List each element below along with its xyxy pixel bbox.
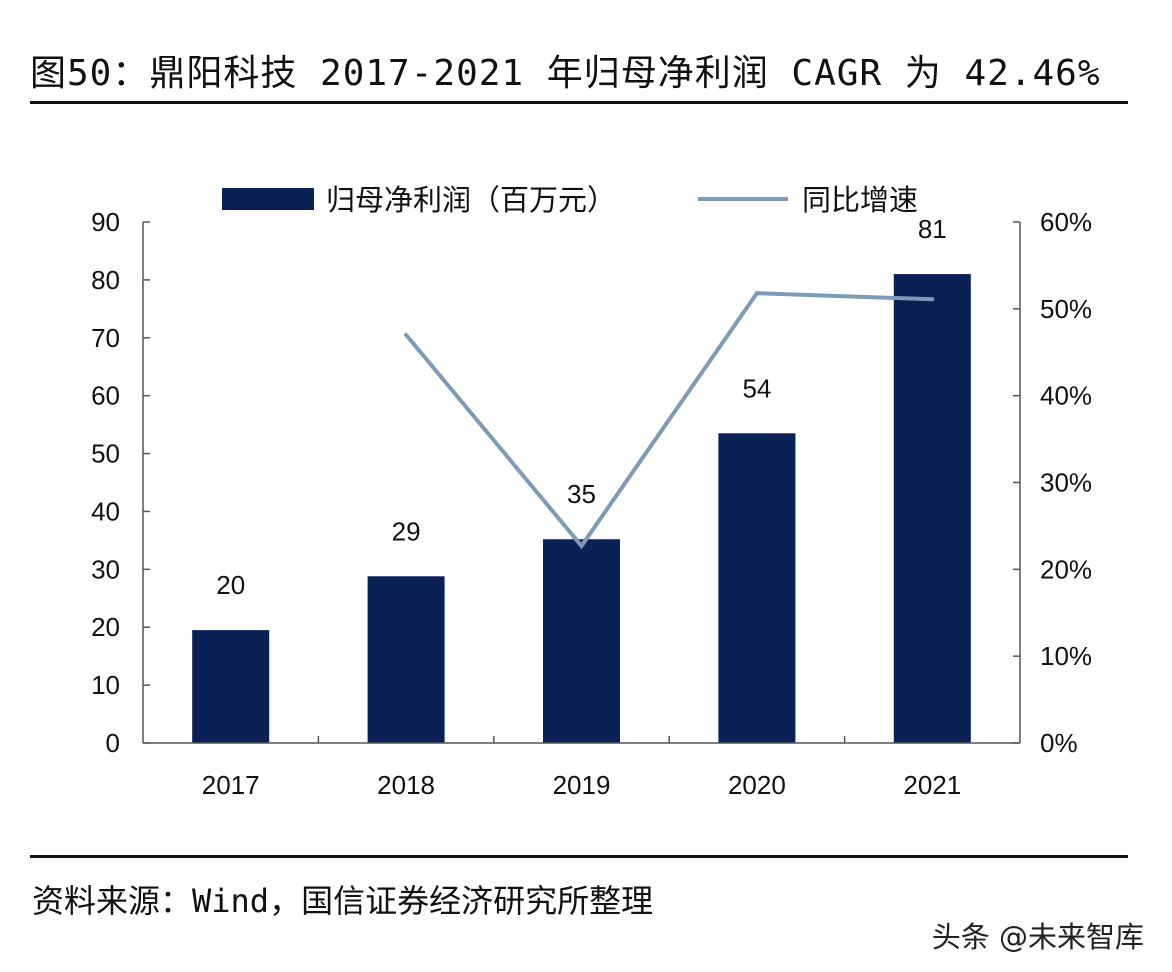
left-axis-tick-label: 60 <box>91 381 120 411</box>
left-axis-tick-label: 30 <box>91 554 120 584</box>
right-axis-tick-label: 60% <box>1040 207 1092 237</box>
left-axis-tick-label: 80 <box>91 265 120 295</box>
bar-value-label: 54 <box>742 373 771 403</box>
bar-value-label: 35 <box>567 479 596 509</box>
watermark: 头条 @未来智库 <box>931 920 1144 954</box>
left-axis-tick-label: 70 <box>91 323 120 353</box>
right-axis-tick-label: 10% <box>1040 641 1092 671</box>
bar-2020 <box>718 433 796 743</box>
source-divider <box>30 855 1128 858</box>
legend-label-bar: 归母净利润（百万元） <box>326 183 616 217</box>
left-axis-tick-label: 40 <box>91 496 120 526</box>
growth-rate-line <box>404 291 935 550</box>
bar-2021 <box>893 274 971 743</box>
left-axis-tick-label: 0 <box>106 728 120 758</box>
left-axis-tick-label: 20 <box>91 612 120 642</box>
title-divider <box>30 101 1128 104</box>
legend: 归母净利润（百万元） 同比增速 <box>222 183 918 217</box>
right-axis-tick-label: 30% <box>1040 468 1092 498</box>
x-axis-tick-label: 2019 <box>553 770 611 800</box>
legend-label-line: 同比增速 <box>802 183 918 217</box>
left-axis-tick-label: 50 <box>91 439 120 469</box>
source-note: 资料来源：Wind，国信证券经济研究所整理 <box>32 882 654 920</box>
bar-value-label: 81 <box>918 214 947 244</box>
left-axis-tick-label: 10 <box>91 670 120 700</box>
x-axis-tick-label: 2017 <box>202 770 260 800</box>
x-axis-tick-label: 2020 <box>728 770 786 800</box>
bar-2017 <box>192 630 270 743</box>
bar-value-label: 29 <box>392 516 421 546</box>
right-axis-tick-label: 50% <box>1040 294 1092 324</box>
right-axis-tick-label: 20% <box>1040 554 1092 584</box>
left-axis-tick-label: 90 <box>91 207 120 237</box>
x-axis-tick-label: 2021 <box>903 770 961 800</box>
legend-swatch-bar <box>222 188 314 210</box>
right-axis-tick-label: 0% <box>1040 728 1078 758</box>
right-axis-tick-label: 40% <box>1040 381 1092 411</box>
bar-2019 <box>543 539 620 743</box>
bar-2018 <box>367 576 445 743</box>
figure-title: 图50：鼎阳科技 2017-2021 年归母净利润 CAGR 为 42.46% <box>30 53 1101 94</box>
bar-value-label: 20 <box>216 570 245 600</box>
x-axis-tick-label: 2018 <box>377 770 435 800</box>
